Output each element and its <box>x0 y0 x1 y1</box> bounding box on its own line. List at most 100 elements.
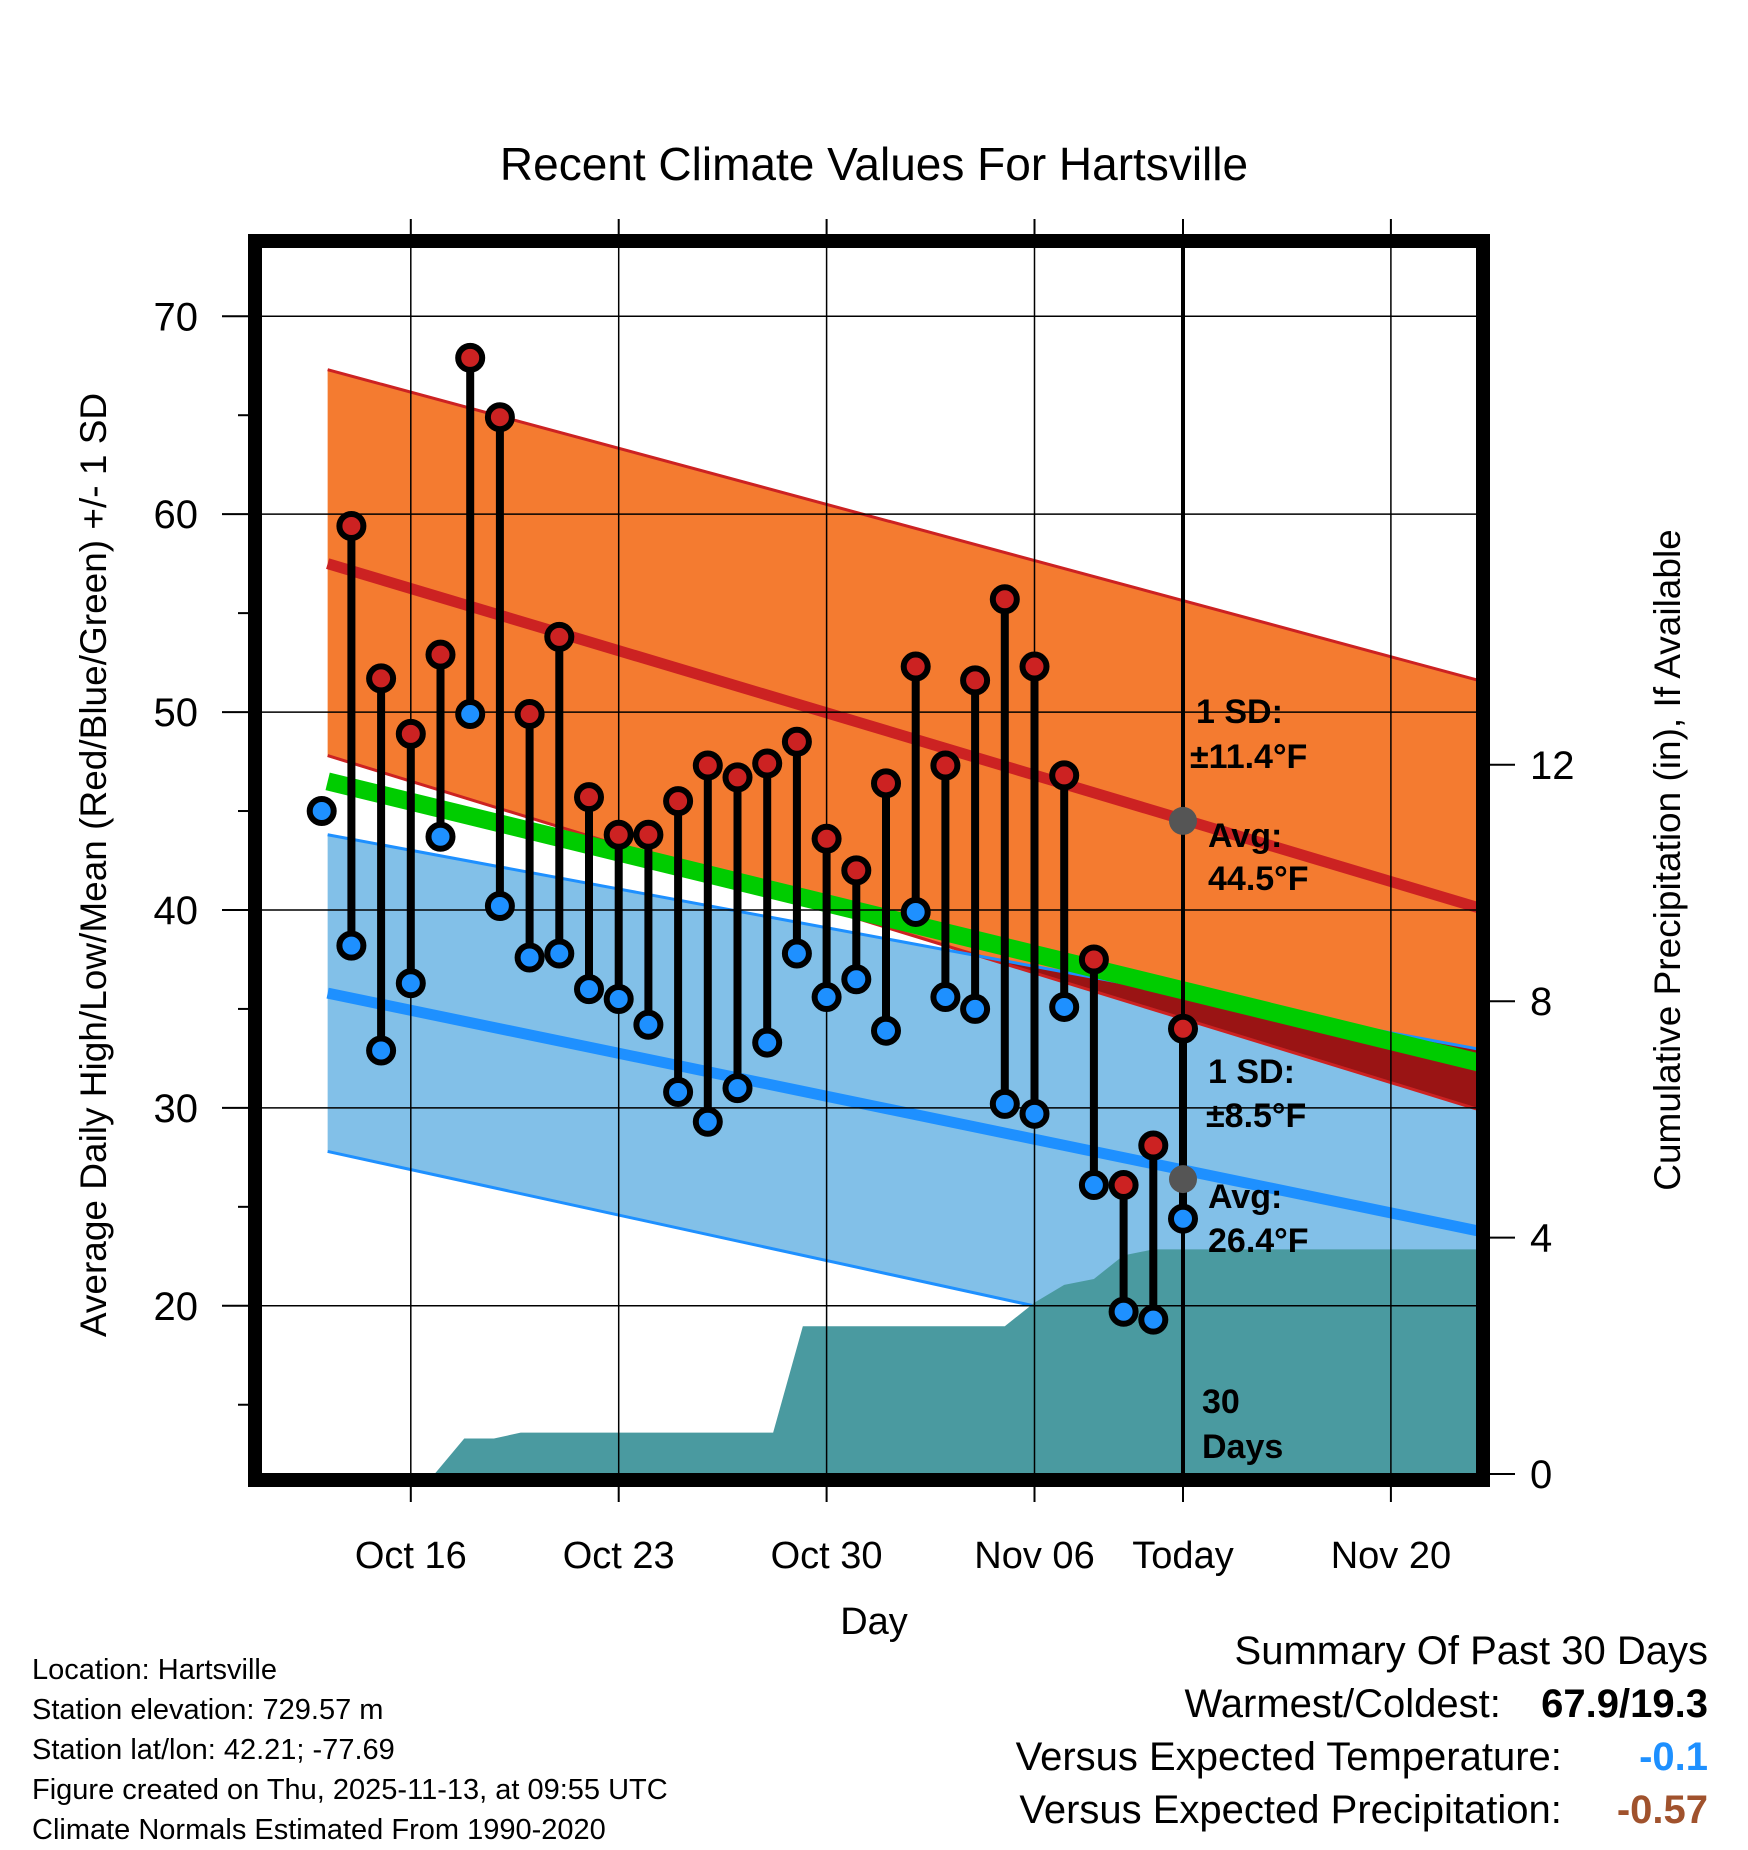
daily-low-point <box>633 1009 664 1040</box>
low-avg-label: Avg: <box>1208 1178 1282 1216</box>
daily-low-point <box>692 1106 723 1137</box>
high-lower-edge <box>327 754 1476 1111</box>
daily-low-point <box>841 964 872 995</box>
precip-area <box>327 1249 1476 1474</box>
daily-high-point <box>871 768 901 799</box>
daily-high-point <box>663 786 694 817</box>
daily-low-point <box>306 796 337 827</box>
daily-high-point <box>1138 1130 1169 1161</box>
daily-low-point <box>366 1035 397 1066</box>
daily-markers <box>306 342 1198 1335</box>
daily-high-point <box>336 511 367 542</box>
daily-high-point <box>455 342 486 373</box>
precip-row: Versus Expected Precipitation: -0.57 <box>1016 1784 1708 1837</box>
created-text: Figure created on Thu, 2025-11-13, at 09… <box>32 1774 668 1806</box>
daily-low-point <box>781 938 812 969</box>
x-axis-label: Day <box>840 1601 908 1643</box>
daily-low-point <box>1078 1170 1109 1201</box>
daily-high-point <box>1019 651 1050 682</box>
y-tick-label: 70 <box>154 295 199 339</box>
daily-high-point <box>1168 1013 1198 1044</box>
daily-high-point <box>514 699 545 730</box>
high-upper-edge <box>327 368 1476 682</box>
daily-low-point <box>930 982 961 1013</box>
low-normal-line <box>326 987 1476 1237</box>
high-avg-label: Avg: <box>1208 817 1282 855</box>
daily-low-point <box>574 974 604 1005</box>
daily-high-point <box>366 663 397 694</box>
daily-low-point <box>752 1027 783 1058</box>
x-tick-label: Nov 20 <box>1331 1535 1451 1577</box>
chart-title: Recent Climate Values For Hartsville <box>500 138 1248 190</box>
y2-tick-label: 4 <box>1530 1217 1552 1261</box>
warm-cold-label: Warmest/Coldest: <box>1184 1682 1501 1726</box>
annotations: 1 SD: ±11.4°F Avg: 44.5°F 1 SD: ±8.5°F Avg: 26.… <box>1169 693 1309 1466</box>
daily-high-point <box>692 750 723 781</box>
daily-low-point <box>544 938 575 969</box>
daily-high-point <box>811 823 842 854</box>
daily-low-point <box>455 699 486 730</box>
temp-label: Versus Expected Temperature: <box>1015 1735 1562 1779</box>
daily-high-point <box>841 855 872 886</box>
high-sd-value: ±11.4°F <box>1190 738 1307 776</box>
daily-high-point <box>781 726 812 757</box>
daily-high-point <box>960 665 991 696</box>
x-tick-label: Oct 23 <box>563 1535 675 1577</box>
y-tick-label: 50 <box>154 691 199 735</box>
normals-text: Climate Normals Estimated From 1990-2020 <box>32 1814 606 1846</box>
summary-heading: Summary Of Past 30 Days <box>1234 1629 1708 1673</box>
latlon-text: Station lat/lon: 42.21; -77.69 <box>32 1734 395 1766</box>
y2-tick-label: 8 <box>1530 980 1552 1024</box>
precip-value: -0.57 <box>1616 1788 1708 1832</box>
window-unit-label: Days <box>1202 1428 1283 1466</box>
daily-high-point <box>484 402 515 433</box>
low-sd-label: 1 SD: <box>1208 1053 1295 1091</box>
axes: Oct 16 Oct 23 Oct 30 Nov 06 Today Nov 20 20 30 4… <box>154 219 1575 1577</box>
daily-high-point <box>1049 760 1080 791</box>
daily-high-point <box>544 621 575 652</box>
high-avg-value: 44.5°F <box>1208 860 1309 898</box>
daily-high-point <box>603 819 634 850</box>
location-text: Location: Hartsville <box>32 1654 277 1686</box>
high-sd-label: 1 SD: <box>1196 693 1283 731</box>
daily-low-point <box>484 891 515 922</box>
x-tick-label: Oct 16 <box>355 1535 467 1577</box>
daily-low-point <box>514 942 545 973</box>
y-tick-label: 30 <box>154 1087 199 1131</box>
x-tick-label: Oct 30 <box>771 1535 883 1577</box>
daily-low-point <box>989 1088 1020 1119</box>
today-low-normal-dot <box>1169 1165 1197 1194</box>
y2-axis-label: Cumulative Precipitation (in), If Availa… <box>1647 529 1688 1191</box>
daily-high-point <box>752 748 783 779</box>
x-tick-label: Today <box>1132 1535 1233 1577</box>
daily-low-point <box>395 968 426 999</box>
precipitation-area <box>327 1249 1476 1474</box>
daily-low-point <box>960 993 991 1024</box>
y-axis-label: Average Daily High/Low/Mean (Red/Blue/Gr… <box>73 393 114 1337</box>
y-tick-label: 40 <box>154 889 199 933</box>
window-count-label: 30 <box>1202 1383 1240 1421</box>
daily-high-point <box>395 718 426 749</box>
daily-low-point <box>425 821 456 852</box>
daily-low-point <box>1168 1203 1198 1234</box>
today-high-normal-dot <box>1169 806 1197 835</box>
temp-row: Versus Expected Temperature: -0.1 <box>1016 1731 1708 1784</box>
daily-low-point <box>603 984 634 1015</box>
daily-low-point <box>722 1073 753 1104</box>
y2-tick-label: 12 <box>1530 744 1575 788</box>
daily-high-point <box>989 584 1020 615</box>
daily-high-point <box>1078 944 1109 975</box>
y-tick-label: 60 <box>154 493 199 537</box>
daily-low-point <box>871 1015 901 1046</box>
warm-cold-value: 67.9/19.3 <box>1541 1682 1708 1726</box>
daily-high-point <box>722 762 753 793</box>
elevation-text: Station elevation: 729.57 m <box>32 1694 384 1726</box>
daily-low-point <box>663 1077 694 1108</box>
daily-low-point <box>1019 1098 1050 1129</box>
daily-high-point <box>930 750 961 781</box>
daily-low-point <box>336 930 367 961</box>
daily-low-point <box>1108 1296 1139 1327</box>
plot-frame <box>248 234 1490 1487</box>
y-tick-label: 20 <box>154 1285 199 1329</box>
